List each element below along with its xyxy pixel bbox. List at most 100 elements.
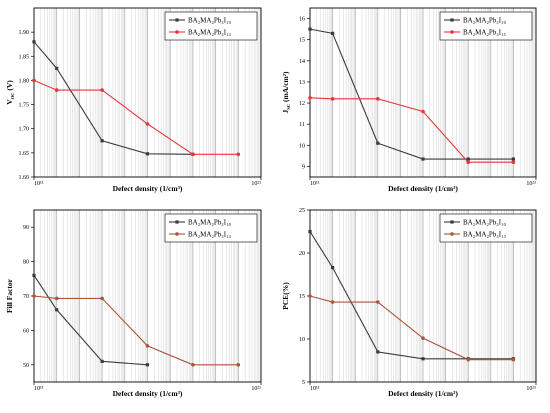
series-line	[309, 295, 514, 361]
legend-swatch-marker	[175, 18, 179, 22]
data-point	[421, 357, 425, 361]
legend: BA₂MA₂Pb₃I₁₀ BA₂MA₂Pb₃I₁₃	[164, 11, 258, 41]
legend: BA₂MA₂Pb₃I₁₀ BA₂MA₂Pb₃I₁₅	[439, 11, 533, 41]
y-tick-label: 5	[302, 380, 305, 386]
legend-label: BA₂MA₂Pb₃I₁₃	[188, 231, 231, 239]
legend-label: BA₂MA₂Pb₃I₁₀	[188, 17, 231, 25]
data-point	[32, 40, 36, 44]
data-point	[331, 266, 335, 270]
legend-label: BA₂MA₂Pb₃I₁₃	[188, 29, 231, 37]
series-line	[33, 275, 148, 366]
series-0	[308, 27, 515, 161]
data-point	[308, 27, 312, 31]
data-point	[421, 157, 425, 161]
series-1	[308, 294, 516, 362]
y-axis-label: Fill Factor	[5, 278, 14, 313]
y-tick-label: 1.85	[19, 54, 30, 60]
series-1	[32, 78, 241, 157]
y-tick-label: 50	[23, 363, 29, 369]
data-point	[145, 122, 150, 126]
plot-frame	[309, 7, 537, 178]
series-1	[32, 294, 241, 367]
y-tick-label: 20	[299, 251, 305, 257]
x-tick-label: 10²¹	[251, 181, 261, 187]
y-tick-label: 1.90	[19, 30, 30, 36]
y-tick-label: 15	[299, 294, 305, 300]
y-tick-label: 80	[23, 260, 29, 266]
y-tick-label: 1.75	[19, 103, 30, 109]
y-tick-label: 90	[23, 225, 29, 231]
x-tick-label: 10²¹	[526, 181, 536, 187]
x-tick-label: 10¹¹	[310, 181, 320, 187]
series-line	[33, 79, 239, 155]
legend-box	[439, 213, 533, 243]
y-tick-label: 1.70	[19, 127, 30, 133]
y-axis-label-unit: (mA/cm²)	[281, 71, 290, 104]
series-line	[309, 28, 514, 160]
data-point	[191, 152, 195, 157]
panel-fill-factor: 50 60 70 80 90 10¹¹ 10²¹ Defect density (1/cm³)…	[5, 209, 262, 398]
legend-label: BA₂MA₂Pb₃I₁₀	[463, 17, 506, 25]
data-point	[308, 294, 312, 298]
y-tick-label: 1.80	[19, 78, 30, 84]
y-axis-label: PCE(%)	[281, 282, 290, 310]
legend-swatch-marker	[175, 30, 179, 34]
panel-jsc: 9 10 11 12 13 14 15 16 10¹¹ 10²¹ Defect density (1…	[281, 7, 537, 193]
data-point	[376, 97, 380, 101]
series-line	[33, 295, 239, 366]
data-point	[511, 157, 515, 161]
x-axis-label: Defect density (1/cm³)	[113, 184, 183, 193]
y-tick-label: 12	[299, 101, 305, 107]
series-line	[309, 97, 514, 163]
data-point	[236, 152, 241, 157]
y-tick-label: 70	[23, 294, 29, 300]
y-axis-label-sub: SC	[286, 104, 291, 110]
y-axis-label-unit: (V)	[5, 80, 14, 93]
y-axis-label-main: PCE(%)	[281, 282, 290, 310]
panel-pce: 5 10 15 20 25 10¹¹ 10²¹ Defect density (1/cm³) P…	[281, 208, 537, 398]
data-point	[421, 109, 425, 114]
y-tick-label: 25	[299, 208, 305, 214]
legend-swatch-marker	[450, 220, 454, 224]
y-tick-label: 15	[299, 38, 305, 44]
legend-swatch-marker	[175, 220, 179, 224]
legend-box	[439, 11, 533, 41]
legend-box	[164, 213, 258, 243]
data-point	[54, 88, 59, 92]
data-point	[376, 141, 380, 145]
x-tick-label: 10¹¹	[34, 386, 44, 392]
y-tick-label: 11	[299, 122, 305, 128]
legend-swatch-marker	[175, 232, 179, 236]
legend-label: BA₂MA₂Pb₃I₁₀	[188, 219, 231, 227]
legend-swatch-marker	[450, 232, 454, 236]
legend-label: BA₂MA₂Pb₃I₁₅	[463, 29, 506, 37]
y-tick-label: 13	[299, 80, 305, 86]
x-tick-label: 10²¹	[526, 386, 536, 392]
data-point	[376, 350, 380, 354]
data-point	[32, 294, 36, 298]
data-point	[511, 160, 516, 165]
data-point	[145, 152, 150, 156]
data-point	[55, 66, 59, 70]
legend-label: BA₂MA₂Pb₃I₁₃	[463, 231, 506, 239]
data-point	[145, 363, 150, 367]
data-point	[376, 300, 380, 304]
data-point	[100, 359, 104, 363]
data-point	[466, 357, 471, 362]
x-tick-label: 10²¹	[251, 386, 261, 392]
legend-swatch-marker	[450, 30, 454, 34]
data-point	[100, 139, 104, 143]
series-line	[309, 231, 514, 360]
y-tick-label: 9	[302, 164, 305, 170]
x-axis-label: Defect density (1/cm³)	[113, 389, 183, 398]
data-point	[308, 95, 312, 100]
x-axis-label: Defect density (1/cm³)	[388, 389, 458, 398]
panel-voc: 1.60 1.65 1.70 1.75 1.80 1.85 1.90 10¹¹ 10²¹ Defe…	[5, 7, 262, 193]
y-axis-label-main: J	[281, 110, 290, 114]
legend-box	[164, 11, 258, 41]
y-tick-label: 10	[299, 143, 305, 149]
y-tick-label: 14	[299, 59, 305, 65]
y-tick-label: 60	[23, 328, 29, 334]
data-point	[466, 157, 470, 161]
data-point	[32, 78, 36, 83]
